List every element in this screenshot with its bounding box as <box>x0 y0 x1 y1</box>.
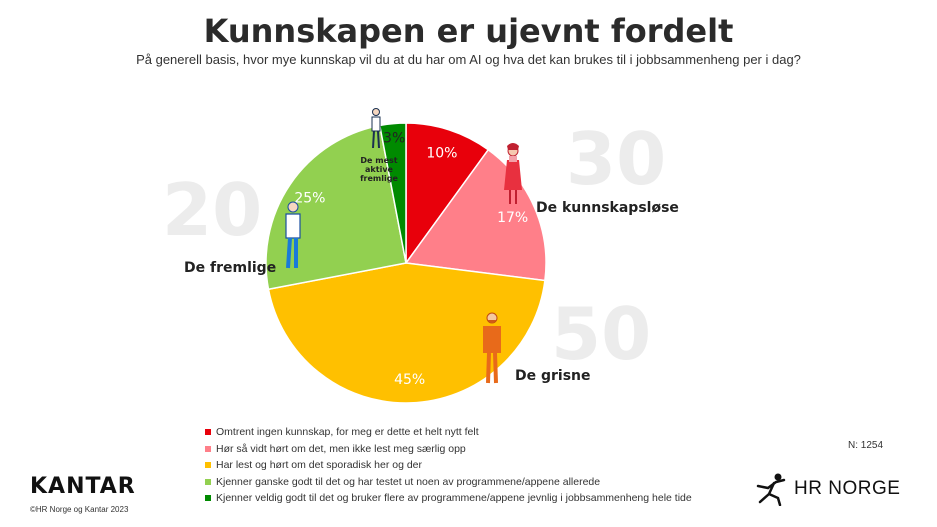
person-icon-fremlige <box>285 201 301 269</box>
segment-label-fremlige: De fremlige <box>184 260 277 276</box>
legend-label: Hør så vidt hørt om det, men ikke lest m… <box>216 442 466 455</box>
legend-item: Kjenner ganske godt til det og har teste… <box>205 474 692 491</box>
chart-legend: Omtrent ingen kunnskap, for meg er dette… <box>205 424 692 507</box>
chart-title: Kunnskapen er ujevnt fordelt <box>203 12 734 50</box>
hr-norge-figure-icon <box>756 473 786 506</box>
copyright-text: ©HR Norge og Kantar 2023 <box>30 505 129 514</box>
legend-item: Kjenner veldig godt til det og bruker fl… <box>205 490 692 507</box>
background-number-20: 20 <box>162 168 263 252</box>
slice-value-label: 45% <box>394 372 425 388</box>
hr-norge-logo: HR NORGE <box>754 472 900 506</box>
pie-slice <box>405 122 490 266</box>
segment-label-kunnskapslose: De kunnskapsløse <box>536 200 679 216</box>
legend-item: Har lest og hørt om det sporadisk her og… <box>205 457 692 474</box>
slice-value-label: 10% <box>426 145 457 161</box>
slice-value-label: 3% <box>383 131 405 147</box>
legend-item: Hør så vidt hørt om det, men ikke lest m… <box>205 441 692 458</box>
sample-size-label: N: 1254 <box>848 440 884 451</box>
slice-value-label: 17% <box>497 210 528 226</box>
segment-label-grisne: De grisne <box>515 368 591 384</box>
kantar-logo: KANTAR <box>30 474 136 499</box>
background-number-30: 30 <box>566 117 667 201</box>
legend-swatch <box>205 429 211 436</box>
person-icon-mest-aktive <box>371 108 381 149</box>
segment-label-mest-aktive: De mest aktive fremlige <box>360 156 398 183</box>
legend-label: Omtrent ingen kunnskap, for meg er dette… <box>216 426 479 439</box>
legend-swatch <box>205 495 211 502</box>
legend-label: Kjenner veldig godt til det og bruker fl… <box>216 492 692 505</box>
person-icon-grisne <box>483 312 501 384</box>
pie-slice <box>267 262 546 404</box>
slice-value-label: 25% <box>294 191 325 207</box>
legend-swatch <box>205 478 211 485</box>
chart-subtitle: På generell basis, hvor mye kunnskap vil… <box>136 52 801 67</box>
pie-slice <box>265 124 407 291</box>
legend-label: Har lest og hørt om det sporadisk her og… <box>216 459 423 472</box>
person-icon-kunnskapslose <box>504 143 522 204</box>
legend-swatch <box>205 462 211 469</box>
hr-norge-wordmark: HR NORGE <box>794 478 901 499</box>
background-number-50: 50 <box>551 292 652 376</box>
legend-swatch <box>205 445 211 452</box>
legend-item: Omtrent ingen kunnskap, for meg er dette… <box>205 424 692 441</box>
legend-label: Kjenner ganske godt til det og har teste… <box>216 475 601 488</box>
